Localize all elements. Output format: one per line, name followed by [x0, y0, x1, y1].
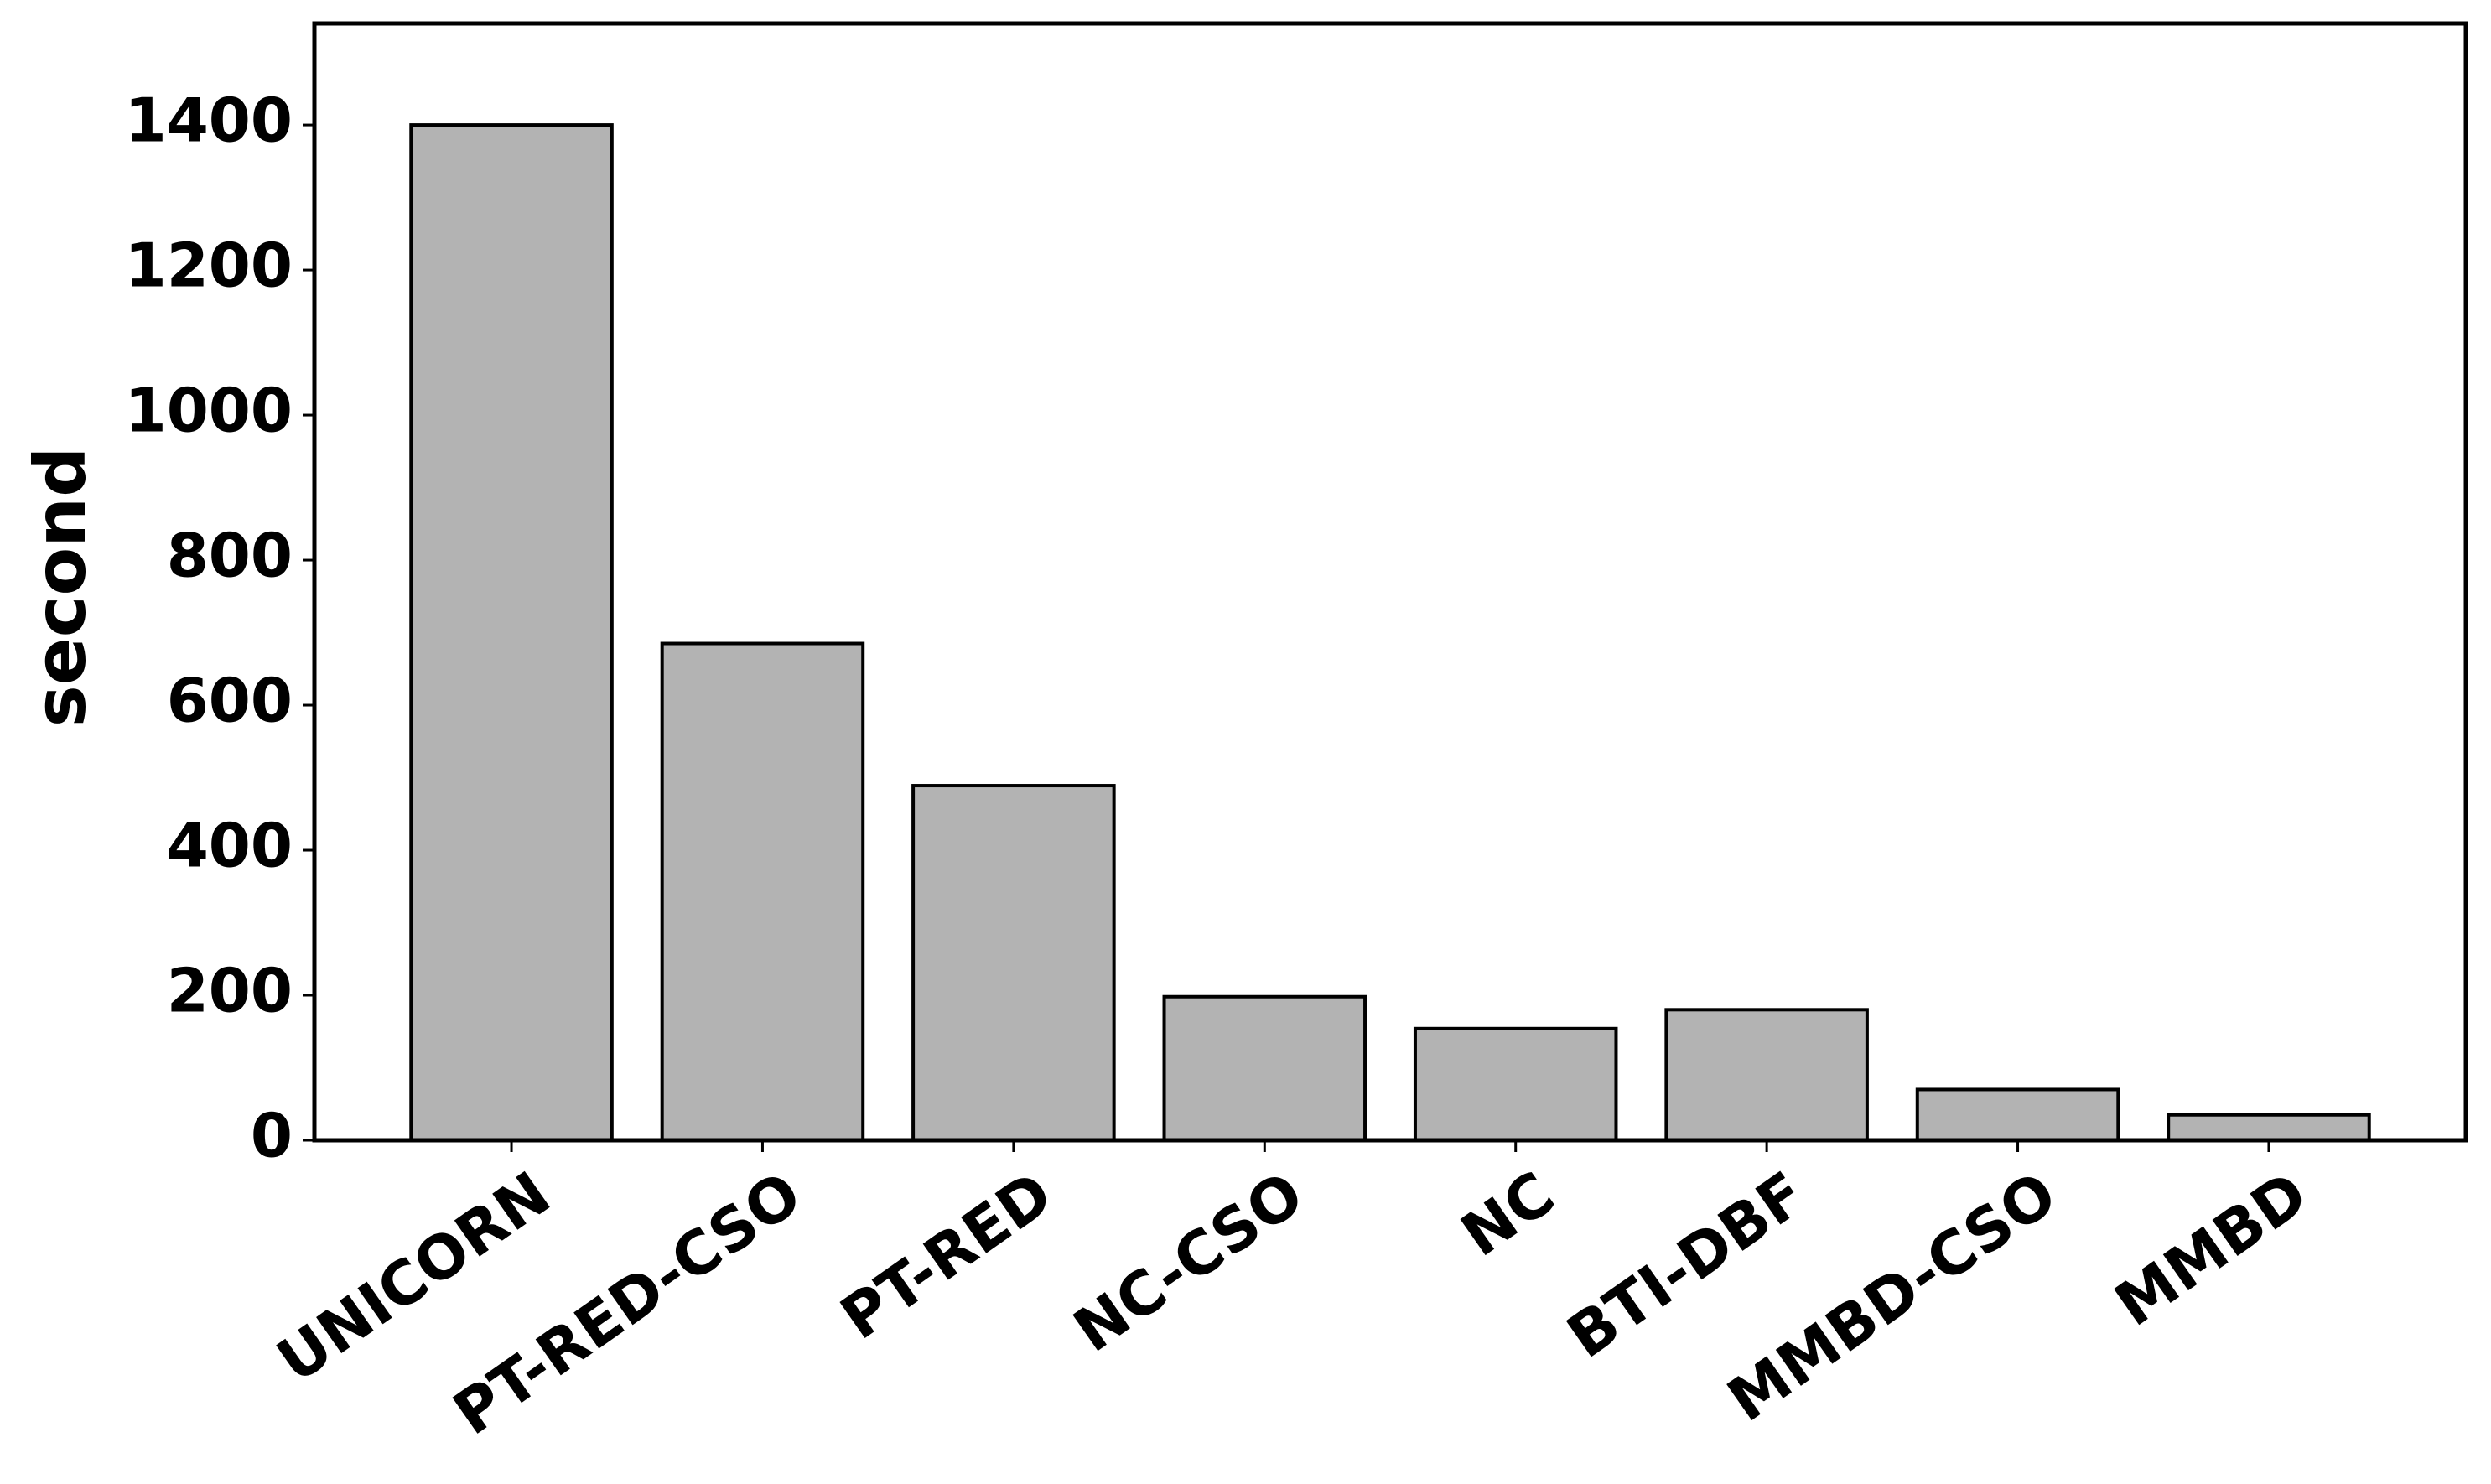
x-tick-label: PT-RED [828, 1158, 1065, 1353]
y-tick-label: 1200 [125, 231, 293, 301]
y-tick-label: 0 [251, 1101, 293, 1171]
y-tick-label: 800 [167, 521, 293, 591]
bar [911, 784, 1116, 1142]
bar [1664, 1008, 1869, 1142]
y-tick-label: 400 [167, 811, 293, 881]
plot-frame [312, 21, 2468, 1143]
y-tick-label: 1000 [125, 376, 293, 446]
y-tick-label: 600 [167, 666, 293, 736]
bar [2167, 1113, 2371, 1143]
bar [1162, 994, 1367, 1142]
y-tick-label: 1400 [125, 86, 293, 156]
bar [1413, 1026, 1618, 1143]
x-tick-label: MMBD [2102, 1158, 2319, 1340]
y-axis-label: second [19, 447, 101, 727]
x-tick-label: NC-CSO [1061, 1158, 1316, 1366]
y-tick-label: 200 [167, 956, 293, 1026]
bar [409, 123, 614, 1142]
x-tick-label: NC [1449, 1158, 1567, 1270]
bar [1915, 1087, 2120, 1143]
bar [660, 641, 865, 1142]
